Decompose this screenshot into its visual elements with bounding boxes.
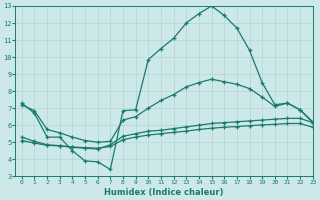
- X-axis label: Humidex (Indice chaleur): Humidex (Indice chaleur): [104, 188, 224, 197]
